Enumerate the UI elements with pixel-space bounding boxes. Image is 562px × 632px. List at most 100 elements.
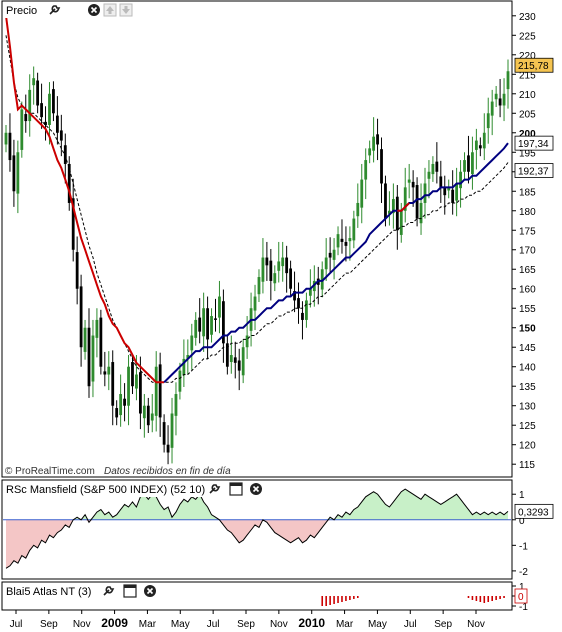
ma-blue-value-label: 197,34 xyxy=(518,139,549,150)
blai-tick-label: -1 xyxy=(519,602,528,613)
candle-body xyxy=(336,234,340,248)
price-tick-label: 195 xyxy=(519,148,536,159)
candle-body xyxy=(95,319,99,338)
candle-body xyxy=(36,80,40,106)
rsc-line xyxy=(5,488,509,569)
price-tick-label: 205 xyxy=(519,109,536,120)
x-tick-label: Mar xyxy=(139,619,157,630)
candle-body xyxy=(48,93,51,125)
data-note: Datos recibidos en fin de día xyxy=(104,466,231,477)
last-price-label: 215,78 xyxy=(518,61,549,72)
candle-body xyxy=(123,398,126,406)
candle-body xyxy=(237,360,241,371)
candle-body xyxy=(301,312,304,320)
ma-red-segment xyxy=(397,202,410,212)
candle-body xyxy=(384,183,387,219)
candle-body xyxy=(395,196,399,231)
candle-body xyxy=(486,113,490,129)
price-tick-label: 200 xyxy=(519,129,536,140)
rsc-panel-title: RSc Mansfield (S&P 500 INDEX) (52 10) xyxy=(6,484,205,496)
candle-body xyxy=(182,358,186,376)
price-up-arrow-icon[interactable] xyxy=(103,3,117,17)
candle-body xyxy=(71,198,75,250)
price-down-arrow-icon[interactable] xyxy=(119,3,133,17)
blai-close-icon[interactable] xyxy=(144,585,156,597)
candle-body xyxy=(471,152,474,175)
candle-body xyxy=(455,183,459,201)
candle-body xyxy=(107,366,111,375)
rsc-tick-label: -2 xyxy=(519,567,528,578)
price-tick-label: 125 xyxy=(519,421,536,432)
price-panel-title: Precio xyxy=(6,5,37,17)
x-tick-label: Sep xyxy=(434,619,452,630)
candle-body xyxy=(439,176,443,188)
candle-body xyxy=(229,355,233,363)
candle-body xyxy=(241,347,245,376)
blai-settings-wrench-icon[interactable] xyxy=(103,586,115,596)
candle-body xyxy=(368,148,372,156)
candle-body xyxy=(293,291,296,301)
price-tick-label: 135 xyxy=(519,382,536,393)
candle-body xyxy=(364,160,368,180)
candle-body xyxy=(214,318,217,320)
candle-body xyxy=(24,114,28,122)
candle-body xyxy=(391,199,395,214)
x-tick-label: 2010 xyxy=(298,616,325,630)
candle-body xyxy=(194,319,198,338)
candle-body xyxy=(91,335,95,382)
rsc-positive-area xyxy=(6,489,508,520)
candle-body xyxy=(111,362,115,406)
candle-body xyxy=(459,171,462,189)
x-tick-label: Sep xyxy=(40,619,58,630)
price-plot xyxy=(4,15,510,465)
candle-body xyxy=(218,296,221,318)
candle-body xyxy=(415,185,419,219)
candle-body xyxy=(146,405,150,426)
x-tick-label: May xyxy=(368,619,387,630)
candle-body xyxy=(210,316,213,335)
candle-body xyxy=(174,394,178,416)
rsc-tick-label: 0 xyxy=(519,516,525,527)
watermark: © ProRealTime.com xyxy=(5,466,95,477)
rsc-tick-label: -1 xyxy=(519,541,528,552)
blai-window-icon[interactable] xyxy=(123,584,137,598)
price-settings-wrench-icon[interactable] xyxy=(49,5,61,15)
price-tick-label: 155 xyxy=(519,304,536,315)
price-tick-label: 160 xyxy=(519,285,536,296)
candle-body xyxy=(502,93,506,106)
rsc-close-icon[interactable] xyxy=(250,483,262,495)
price-tick-label: 220 xyxy=(519,51,536,62)
x-tick-label: Nov xyxy=(270,619,288,630)
candle-body xyxy=(356,202,360,217)
rsc-value-label: 0,3293 xyxy=(518,507,549,518)
x-tick-label: Nov xyxy=(467,619,485,630)
candle-body xyxy=(253,296,257,311)
candle-body xyxy=(403,187,407,211)
candle-body xyxy=(273,273,277,284)
candle-body xyxy=(261,257,265,282)
rsc-window-icon[interactable] xyxy=(229,482,243,496)
candle-body xyxy=(372,136,376,151)
price-tick-label: 230 xyxy=(519,12,536,23)
ma-red-line xyxy=(5,15,165,384)
candle-body xyxy=(380,149,383,184)
ma-blue-line xyxy=(163,142,509,384)
candle-body xyxy=(206,308,209,340)
candle-body xyxy=(83,327,87,352)
rsc-settings-wrench-icon[interactable] xyxy=(209,484,221,494)
candle-body xyxy=(186,355,190,359)
candle-body xyxy=(419,202,423,224)
rsc-title-bg xyxy=(3,481,221,497)
candle-body xyxy=(482,132,486,149)
candle-body xyxy=(332,249,336,260)
candle-body xyxy=(360,179,364,208)
price-close-icon[interactable] xyxy=(88,4,100,16)
blai-tick-label: 1 xyxy=(519,582,525,593)
candle-body xyxy=(277,261,281,271)
candle-body xyxy=(28,89,32,122)
candle-body xyxy=(281,257,285,267)
blai-panel-title: Blai5 Atlas NT (3) xyxy=(6,586,91,598)
ma-dashed-line xyxy=(5,35,509,383)
